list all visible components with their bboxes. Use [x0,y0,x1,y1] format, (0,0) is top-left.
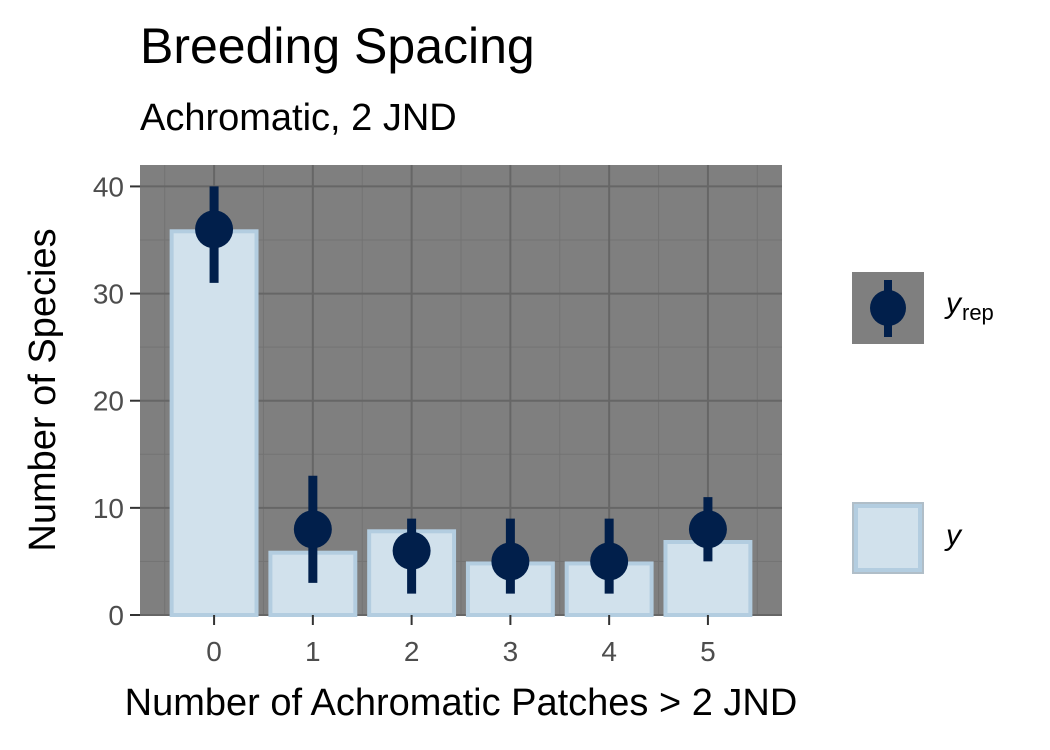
legend-label-y: y [944,519,963,552]
yrep-pointranges [195,186,727,594]
y-tick-label: 20 [93,386,124,417]
y-axis-title: Number of Species [22,228,64,551]
x-tick-label: 3 [503,636,519,667]
yrep-point-2 [392,531,431,570]
legend: yrep y [852,272,994,574]
legend-yrep-sub: rep [962,300,994,325]
legend-yrep-main: y [944,287,963,320]
y-tick-label: 0 [108,600,124,631]
x-axis: 0 1 2 3 4 5 [206,615,716,667]
legend-y-swatch [854,504,922,572]
y-axis: 0 10 20 30 40 [93,171,140,631]
yrep-point-4 [590,542,629,581]
yrep-point-1 [293,510,332,549]
x-tick-label: 2 [404,636,420,667]
yrep-point-0 [195,210,234,249]
yrep-point-5 [688,510,727,549]
x-axis-title: Number of Achromatic Patches > 2 JND [125,682,798,724]
chart-subtitle: Achromatic, 2 JND [140,97,457,139]
chart-title: Breeding Spacing [140,18,535,74]
x-tick-label: 1 [305,636,321,667]
x-tick-label: 5 [700,636,716,667]
y-tick-label: 10 [93,493,124,524]
x-tick-label: 4 [601,636,617,667]
legend-label-yrep: yrep [944,287,994,325]
bar-0 [169,229,259,618]
x-tick-label: 0 [206,636,222,667]
y-tick-label: 30 [93,279,124,310]
legend-yrep-point [870,290,906,326]
y-tick-label: 40 [93,171,124,202]
yrep-point-3 [491,542,530,581]
